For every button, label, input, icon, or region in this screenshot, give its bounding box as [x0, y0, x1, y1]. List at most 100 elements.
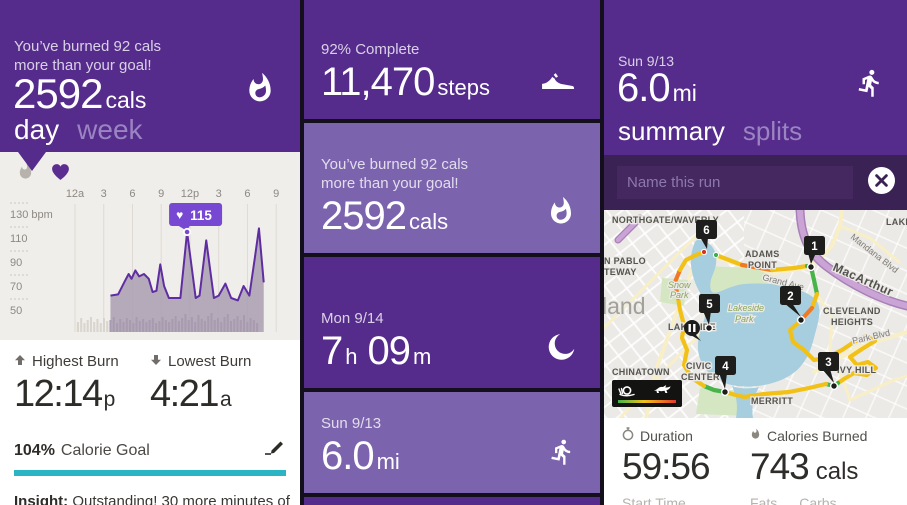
run-distance-value: 6.0	[617, 66, 671, 110]
svg-text:12p: 12p	[181, 188, 199, 200]
svg-text:TEWAY: TEWAY	[604, 267, 637, 277]
calorie-goal-progress-bar	[14, 470, 286, 476]
calories-burned-label: Calories Burned	[767, 427, 868, 444]
calories-burned-value: 743	[750, 446, 810, 487]
svg-text:Snow: Snow	[668, 280, 691, 290]
insight-text: Insight: Outstanding! 30 more minutes of…	[14, 492, 292, 505]
calories-tile[interactable]: You’ve burned 92 cals more than your goa…	[304, 123, 600, 253]
steps-value: 11,470	[321, 60, 435, 104]
route-endpoint-dot	[712, 251, 720, 259]
tab-summary[interactable]: summary	[618, 116, 725, 146]
run-route	[672, 249, 879, 400]
shoe-icon	[540, 66, 576, 97]
stopwatch-icon	[622, 427, 634, 444]
svg-text:3: 3	[825, 357, 831, 369]
run-distance-unit: mi	[672, 80, 697, 106]
svg-text:6: 6	[244, 188, 250, 200]
svg-text:LAKESHORE: LAKESHORE	[886, 217, 907, 227]
run-tile-unit: mi	[376, 449, 400, 474]
freeway	[797, 210, 907, 309]
duration-label: Duration	[640, 427, 693, 444]
calories-tile-label2: more than your goal!	[321, 175, 459, 192]
run-tile-label: Sun 9/13	[321, 415, 382, 432]
mile-marker: 3	[818, 352, 839, 391]
svg-text:CLEVELAND: CLEVELAND	[823, 306, 881, 316]
svg-text:HEIGHTS: HEIGHTS	[831, 317, 873, 327]
run-tile[interactable]: Sun 9/13 6.0 mi	[304, 392, 600, 493]
steps-tile[interactable]: 92% Complete 11,470 steps	[304, 0, 600, 119]
svg-text:9: 9	[158, 188, 164, 200]
highest-burn-stat: Highest Burn 12:14 p	[14, 353, 150, 416]
svg-text:130 bpm: 130 bpm	[10, 209, 53, 221]
lowest-burn-label: Lowest Burn	[168, 353, 252, 370]
heart-rate-chart[interactable]: 12a 3 6 9 12p 3 6 9 130 bpm 110 90 70 50 ♥ 115	[0, 152, 300, 340]
svg-text:MERRITT: MERRITT	[751, 396, 793, 406]
highest-burn-value: 12:14	[14, 373, 103, 415]
mile-marker: 4	[715, 356, 736, 397]
arrow-up-icon	[14, 353, 26, 370]
flame-small-icon	[750, 427, 761, 444]
run-name-input[interactable]	[617, 166, 853, 199]
svg-text:Park: Park	[670, 290, 689, 300]
chart-tooltip: ♥ 115	[169, 203, 223, 237]
tab-day[interactable]: day	[14, 114, 60, 145]
calories-tile-label1: You’ve burned 92 cals	[321, 156, 469, 173]
calorie-stats-section: Highest Burn 12:14 p Lowest Burn 4:21 a	[0, 340, 300, 505]
calories-burned-unit: cals	[815, 458, 859, 485]
svg-text:9: 9	[273, 188, 279, 200]
mile-marker: 5	[699, 294, 720, 333]
svg-text:♥: ♥	[176, 208, 183, 222]
snail-icon	[618, 386, 635, 397]
mile-marker: 1	[804, 236, 825, 272]
goal-percent: 104%	[14, 441, 55, 459]
insight-label: Insight:	[14, 493, 69, 505]
park-area	[660, 278, 688, 306]
flame-icon	[546, 196, 576, 231]
arrow-down-icon	[150, 353, 162, 370]
svg-text:5: 5	[706, 299, 713, 311]
svg-text:12a: 12a	[66, 188, 85, 200]
sleep-minutes-value: 09	[367, 329, 411, 373]
goal-message-line1: You’ve burned 92 cals	[14, 38, 162, 55]
close-icon	[875, 174, 888, 187]
calories-value: 2592	[13, 70, 103, 117]
calories-burned-stat: Calories Burned 743 cals Fats 491 Carbs …	[750, 427, 867, 505]
lowest-burn-stat: Lowest Burn 4:21 a	[150, 353, 286, 416]
run-route-map[interactable]: NORTHGATE/WAVERLYLAKESHOREMandana BlvdN …	[604, 210, 907, 418]
moon-icon	[548, 333, 576, 366]
route-endpoint-dot	[700, 248, 708, 256]
close-button[interactable]	[868, 167, 895, 194]
cheetah-icon	[654, 385, 671, 393]
steps-tile-label: 92% Complete	[321, 41, 420, 58]
goal-label: Calorie Goal	[60, 441, 150, 459]
freeway	[615, 215, 643, 243]
run-summary-panel: Sun 9/13 6.0 mi summary splits NORTHGATE…	[604, 0, 907, 505]
svg-text:Lakeside: Lakeside	[728, 303, 764, 313]
duration-stat: Duration 59:56 Start Time 7:05am	[622, 427, 750, 505]
calories-tile-value: 2592	[321, 194, 407, 238]
calories-unit: cals	[105, 87, 147, 113]
sleep-tile-label: Mon 9/14	[321, 310, 384, 327]
heart-toggle-icon[interactable]	[50, 162, 71, 186]
svg-text:CENTER: CENTER	[681, 372, 720, 382]
edit-goal-pencil-icon[interactable]	[264, 440, 286, 461]
svg-text:110: 110	[10, 233, 28, 245]
run-header: Sun 9/13 6.0 mi summary splits	[604, 0, 907, 155]
calories-tile-unit: cals	[408, 209, 449, 234]
sleep-tile[interactable]: Mon 9/14 7 h 09 m	[304, 257, 600, 388]
daily-tiles-panel: 92% Complete 11,470 steps You’ve burned …	[304, 0, 600, 505]
svg-text:POINT: POINT	[748, 260, 777, 270]
sleep-hours-value: 7	[321, 329, 343, 373]
start-time-label: Start Time	[622, 495, 686, 505]
svg-text:NORTHGATE/WAVERLY: NORTHGATE/WAVERLY	[612, 215, 719, 225]
steps-unit: steps	[437, 75, 490, 100]
svg-text:115: 115	[190, 208, 212, 223]
tab-splits[interactable]: splits	[742, 116, 803, 146]
flame-icon	[244, 72, 276, 109]
runner-icon	[548, 438, 576, 471]
tab-week[interactable]: week	[77, 114, 143, 145]
svg-text:6: 6	[129, 188, 135, 200]
calories-header: You’ve burned 92 cals more than your goa…	[0, 0, 300, 152]
fats-stat: Fats 491	[750, 495, 778, 505]
next-tile-edge	[304, 497, 600, 505]
